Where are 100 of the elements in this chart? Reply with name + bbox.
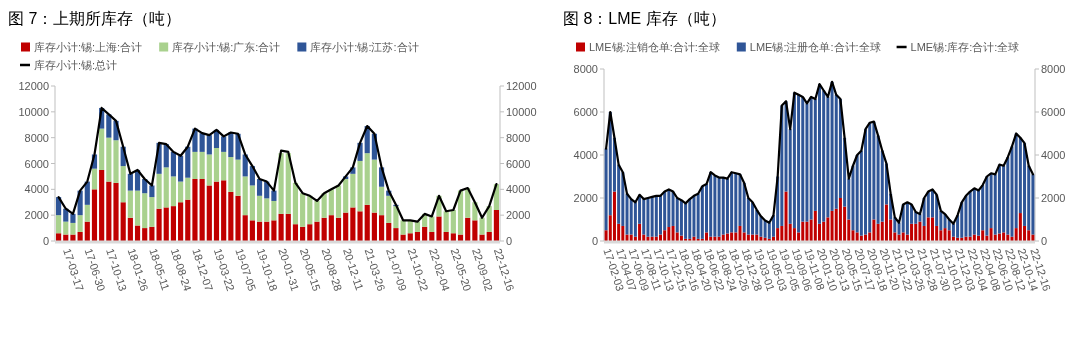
- bar: [77, 215, 83, 232]
- bar: [830, 210, 834, 241]
- bar: [968, 191, 972, 237]
- bar: [629, 199, 633, 235]
- bar: [149, 226, 155, 241]
- bar: [450, 210, 456, 234]
- bar: [730, 232, 734, 241]
- chart-title: 图 7：上期所库存（吨）: [8, 10, 182, 27]
- bar: [717, 236, 721, 241]
- bar: [84, 221, 90, 241]
- bar: [997, 233, 1001, 241]
- bar: [1010, 236, 1014, 241]
- legend-label: 库存小计:锡:江苏:合计: [310, 41, 419, 53]
- bar: [371, 159, 377, 213]
- bar: [106, 181, 112, 241]
- bar: [84, 204, 90, 222]
- bar: [163, 167, 169, 208]
- bar: [199, 133, 205, 152]
- y2-tick-label: 0: [506, 235, 513, 247]
- bar: [206, 154, 212, 186]
- bar: [1014, 133, 1018, 229]
- bar: [386, 222, 392, 241]
- bar: [956, 237, 960, 241]
- bar: [734, 173, 738, 233]
- bar: [658, 234, 662, 241]
- bar: [755, 234, 759, 241]
- bar: [127, 217, 133, 241]
- bar: [472, 220, 478, 241]
- bar: [667, 189, 671, 228]
- bar: [826, 217, 830, 241]
- bar: [56, 215, 62, 234]
- bar: [730, 172, 734, 233]
- bar: [422, 226, 428, 241]
- bar: [170, 206, 177, 241]
- bar: [872, 219, 876, 241]
- bar: [650, 236, 654, 241]
- bar: [235, 159, 241, 196]
- bar: [328, 189, 334, 216]
- bar: [113, 140, 119, 183]
- bar: [797, 94, 801, 233]
- bar: [77, 231, 83, 241]
- bar: [692, 236, 696, 241]
- bar: [646, 236, 650, 241]
- bar: [684, 238, 688, 241]
- bar: [271, 190, 277, 201]
- bar: [163, 207, 169, 241]
- bar: [792, 228, 796, 241]
- bar: [70, 222, 76, 235]
- bar: [407, 233, 413, 241]
- bar: [228, 157, 234, 192]
- bar: [56, 233, 62, 241]
- bar: [378, 215, 385, 241]
- bar: [663, 230, 667, 241]
- bar: [335, 217, 342, 241]
- bar: [1027, 230, 1031, 241]
- bar: [242, 176, 248, 216]
- bar: [429, 216, 435, 232]
- bar: [713, 175, 717, 237]
- bar: [914, 223, 918, 241]
- bar: [400, 234, 406, 241]
- bar: [321, 217, 327, 241]
- bar: [314, 200, 320, 222]
- bar: [918, 221, 922, 241]
- bar: [450, 233, 456, 241]
- bar: [443, 231, 449, 241]
- legend-label: LME锡:注销仓单:合计:全球: [589, 41, 720, 53]
- bar: [63, 221, 69, 235]
- bar: [185, 146, 191, 178]
- bar: [855, 155, 859, 233]
- y2-tick-label: 6000: [1041, 106, 1066, 118]
- bar: [249, 185, 255, 221]
- bar: [343, 179, 349, 213]
- bar: [192, 151, 198, 179]
- y2-tick-label: 8000: [506, 131, 531, 144]
- bar: [113, 182, 119, 241]
- bar: [646, 198, 650, 237]
- bar: [185, 199, 191, 241]
- y2-tick-label: 4000: [506, 183, 531, 196]
- bar: [378, 186, 385, 216]
- bar: [625, 193, 629, 235]
- bar: [725, 233, 729, 241]
- bar: [170, 176, 177, 207]
- bar: [930, 217, 934, 241]
- bar: [264, 198, 270, 222]
- bar: [671, 225, 675, 241]
- bar: [350, 173, 356, 208]
- bar: [307, 224, 313, 241]
- bar: [70, 234, 76, 241]
- bar: [792, 92, 796, 229]
- bar: [314, 221, 320, 241]
- bar: [414, 221, 421, 232]
- bar: [178, 202, 184, 241]
- bar: [746, 234, 750, 241]
- legend-label: LME锡:库存:合计:全球: [910, 41, 1020, 53]
- bar: [249, 220, 255, 241]
- bar: [457, 234, 464, 241]
- bar: [1031, 234, 1035, 241]
- bar: [709, 172, 713, 237]
- bar: [486, 206, 492, 232]
- bar: [242, 215, 248, 241]
